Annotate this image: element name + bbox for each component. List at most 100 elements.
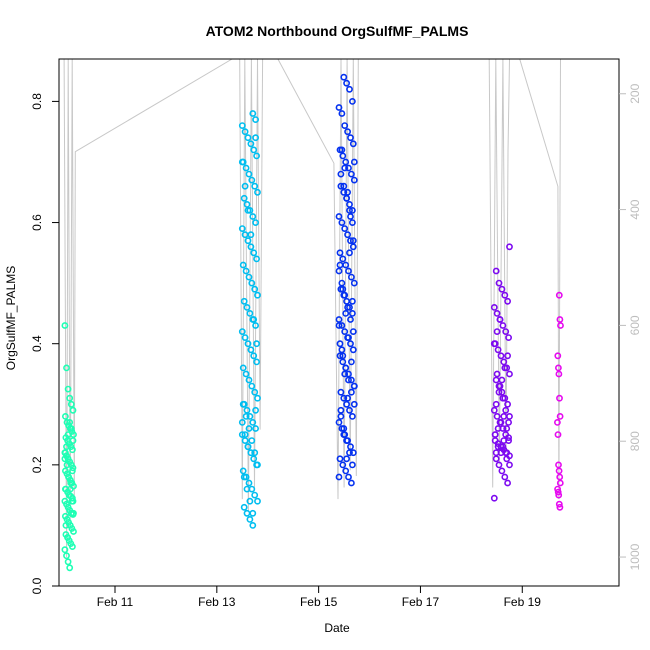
- data-point: [254, 291, 261, 299]
- data-point: [339, 255, 347, 263]
- data-point: [490, 303, 498, 311]
- data-point: [249, 213, 257, 220]
- data-point: [490, 494, 498, 502]
- data-point: [498, 285, 506, 293]
- data-point: [238, 225, 246, 232]
- data-point: [69, 406, 77, 414]
- data-point: [253, 358, 260, 366]
- data-point: [249, 110, 257, 117]
- data-point: [240, 297, 248, 305]
- data-point: [67, 425, 75, 432]
- data-point: [555, 461, 562, 469]
- data-point: [557, 322, 564, 329]
- data-point: [239, 467, 247, 475]
- data-point: [340, 73, 348, 81]
- y-tick-label: 0.4: [30, 335, 44, 352]
- data-point: [241, 128, 249, 136]
- data-point: [337, 388, 345, 396]
- data-point: [338, 322, 346, 329]
- data-point: [349, 328, 357, 335]
- data-point: [247, 449, 255, 457]
- data-point: [493, 309, 501, 317]
- data-point: [335, 213, 343, 220]
- data-point: [493, 328, 501, 335]
- data-point: [501, 364, 509, 372]
- series-5: [554, 291, 564, 511]
- data-point: [496, 382, 504, 390]
- data-point: [341, 164, 349, 172]
- data-point: [63, 443, 70, 451]
- data-point: [243, 485, 251, 493]
- data-point: [338, 110, 346, 117]
- data-point: [247, 140, 255, 148]
- data-point: [67, 479, 75, 487]
- data-point: [502, 449, 510, 457]
- data-point: [500, 412, 508, 420]
- data-point: [69, 467, 76, 475]
- chart-title: ATOM2 Northbound OrgSulfMF_PALMS: [206, 23, 469, 39]
- data-point: [347, 358, 355, 366]
- data-point: [346, 206, 353, 214]
- data-point: [238, 328, 246, 335]
- data-point: [65, 473, 72, 481]
- data-point: [248, 382, 256, 390]
- data-point: [346, 200, 353, 208]
- data-point: [61, 546, 69, 554]
- data-point: [245, 425, 253, 432]
- data-point: [245, 479, 253, 487]
- data-point: [335, 418, 343, 426]
- data-point: [495, 279, 503, 287]
- data-point: [346, 249, 353, 257]
- data-point: [504, 400, 511, 408]
- data-point: [555, 467, 563, 475]
- data-point: [554, 485, 561, 493]
- data-point: [555, 370, 563, 378]
- data-point: [63, 552, 70, 560]
- data-point: [348, 412, 356, 420]
- data-point: [249, 418, 257, 426]
- data-point: [343, 437, 350, 444]
- data-point: [69, 446, 76, 454]
- data-point: [337, 406, 345, 414]
- data-point: [240, 194, 248, 202]
- data-point: [245, 376, 253, 384]
- data-point: [341, 122, 349, 129]
- data-point: [346, 406, 353, 414]
- data-point: [348, 206, 356, 214]
- data-point: [245, 170, 253, 178]
- data-point: [242, 370, 250, 378]
- data-point: [555, 500, 563, 508]
- data-point: [506, 243, 513, 251]
- data-points-layer: [61, 73, 564, 572]
- data-point: [341, 328, 349, 335]
- x-tick-label: Feb 15: [300, 595, 338, 609]
- data-point: [348, 297, 356, 305]
- data-point: [63, 461, 71, 469]
- y2-tick-label: 600: [628, 315, 642, 335]
- data-point: [490, 340, 498, 348]
- data-point: [64, 558, 72, 566]
- data-point: [61, 322, 69, 329]
- x-tick-label: Feb 19: [504, 595, 542, 609]
- data-point: [239, 364, 247, 372]
- data-point: [243, 200, 251, 208]
- data-point: [238, 158, 246, 166]
- data-point: [336, 340, 344, 348]
- data-point: [556, 473, 564, 481]
- data-point: [253, 255, 260, 263]
- data-point: [554, 488, 562, 496]
- data-point: [338, 219, 346, 226]
- data-point: [340, 431, 348, 438]
- data-point: [339, 285, 347, 293]
- data-point: [350, 279, 358, 287]
- data-point: [492, 455, 500, 463]
- data-point: [62, 485, 69, 493]
- data-point: [66, 394, 74, 402]
- axes-layer: Feb 11 Feb 13 Feb 15 Feb 17 Feb 19 0.0 0.2 0.4 0…: [30, 58, 642, 609]
- pressure-trace-layer: [63, 58, 561, 558]
- data-point: [506, 461, 513, 469]
- data-point: [252, 406, 259, 414]
- data-point: [343, 455, 350, 463]
